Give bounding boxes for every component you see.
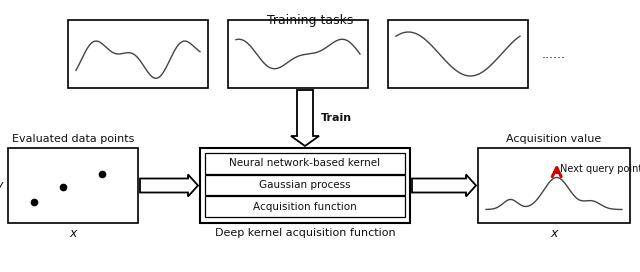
Bar	[388, 20, 528, 88]
Text: Train: Train	[321, 113, 352, 123]
Bar	[205, 153, 405, 174]
Bar	[478, 148, 630, 223]
Text: Deep kernel acquisition function: Deep kernel acquisition function	[214, 228, 396, 238]
Text: Gaussian process: Gaussian process	[259, 180, 351, 190]
Text: Next query point: Next query point	[560, 165, 640, 175]
Text: Training tasks: Training tasks	[267, 14, 353, 27]
Text: y: y	[0, 179, 3, 192]
Text: Acquisition function: Acquisition function	[253, 202, 357, 212]
Polygon shape	[291, 90, 319, 146]
Bar	[200, 148, 410, 223]
Bar	[68, 20, 208, 88]
Bar	[205, 196, 405, 217]
Text: ......: ......	[542, 48, 566, 60]
Bar	[8, 148, 138, 223]
Text: x: x	[69, 227, 77, 240]
Polygon shape	[140, 175, 198, 196]
Text: x: x	[550, 227, 557, 240]
Text: Neural network-based kernel: Neural network-based kernel	[229, 158, 381, 168]
Text: Evaluated data points: Evaluated data points	[12, 134, 134, 144]
Bar	[228, 20, 368, 88]
Bar	[205, 175, 405, 195]
Text: Acquisition value: Acquisition value	[506, 134, 602, 144]
Polygon shape	[412, 175, 476, 196]
